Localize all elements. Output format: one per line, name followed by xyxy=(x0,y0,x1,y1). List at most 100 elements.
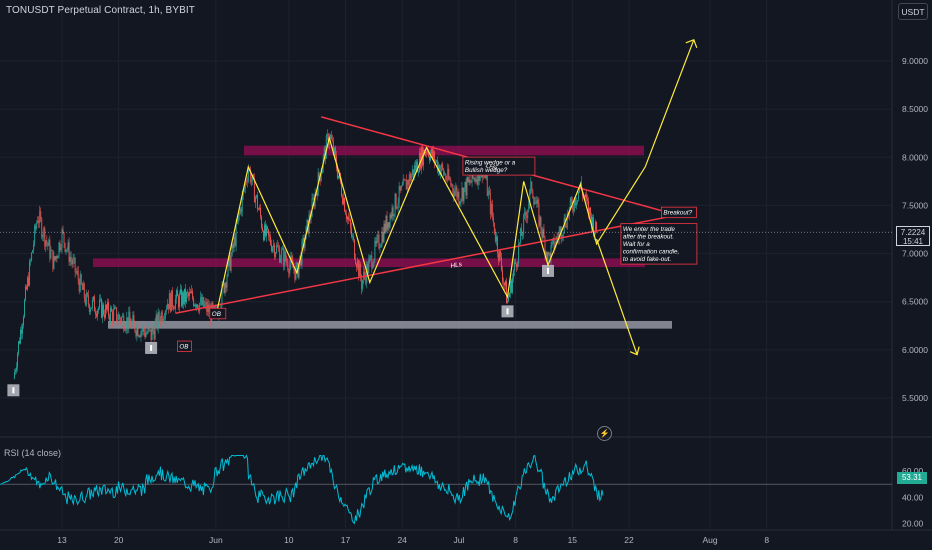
candle-body xyxy=(151,328,153,340)
candle-body xyxy=(475,179,477,182)
candle-body xyxy=(208,304,210,313)
candle-body xyxy=(268,229,269,236)
candle-body xyxy=(576,200,578,202)
candle-body xyxy=(534,202,536,205)
candle-body xyxy=(553,238,555,250)
candle-body xyxy=(386,215,388,230)
candle-body xyxy=(245,181,247,183)
candle-body xyxy=(519,242,521,245)
candle-body xyxy=(34,225,36,245)
candle-body xyxy=(88,304,90,312)
candle-body xyxy=(59,242,61,250)
candle-body xyxy=(63,232,65,243)
candle-body xyxy=(370,255,372,257)
candle-body xyxy=(474,177,476,182)
candle-body xyxy=(336,168,338,179)
candle-body xyxy=(549,252,551,261)
candle-body xyxy=(437,160,439,172)
candle-body xyxy=(316,192,318,196)
candle-body xyxy=(501,270,503,282)
candle-body xyxy=(105,304,106,318)
candle-body xyxy=(44,228,46,247)
candle-body xyxy=(521,228,523,236)
candle-body xyxy=(543,228,545,238)
candle-body xyxy=(82,283,84,290)
candle-body xyxy=(261,216,262,228)
candle-body xyxy=(167,303,169,310)
candle-body xyxy=(491,204,493,217)
candle-body xyxy=(377,234,379,238)
candle-body xyxy=(185,288,186,303)
candle-body xyxy=(318,172,320,178)
candle-body xyxy=(403,179,405,181)
candle-body xyxy=(43,228,45,237)
candle-body xyxy=(238,213,240,216)
candle-body xyxy=(477,166,479,185)
candle-body xyxy=(429,156,430,161)
candle-body xyxy=(13,372,15,379)
wedge-note-line: Bullish wedge? xyxy=(465,167,508,174)
candle-body xyxy=(376,237,378,244)
candle-body xyxy=(541,230,543,238)
candle-body xyxy=(250,180,252,183)
candle-body xyxy=(530,181,532,190)
candle-body xyxy=(410,174,412,181)
candle-body xyxy=(382,231,384,243)
candle-body xyxy=(384,223,386,233)
candle-body xyxy=(497,253,499,261)
candle-body xyxy=(488,190,490,193)
candle-body xyxy=(555,237,557,246)
candle-body xyxy=(117,319,119,322)
candle-body xyxy=(177,296,179,308)
candle-body xyxy=(575,201,577,206)
candle-body xyxy=(332,141,334,155)
hls-label: HLs xyxy=(450,261,463,270)
currency-button[interactable]: USDT xyxy=(898,3,928,20)
candle-body xyxy=(107,302,109,310)
candle-body xyxy=(186,292,187,303)
candle-body xyxy=(62,229,64,233)
candle-body xyxy=(129,311,131,322)
candle-body xyxy=(416,161,418,173)
candle-body xyxy=(445,174,447,179)
candle-body xyxy=(435,161,437,163)
candle-body xyxy=(524,212,526,216)
candle-body xyxy=(221,284,223,305)
candle-body xyxy=(181,289,182,306)
candle-body xyxy=(460,199,462,202)
candle-body xyxy=(331,139,333,142)
candle-body xyxy=(158,312,160,321)
candle-body xyxy=(354,239,356,259)
candle-body xyxy=(202,297,204,305)
candle-body xyxy=(550,245,552,261)
candle-body xyxy=(391,207,393,219)
candle-body xyxy=(111,308,113,312)
candle-body xyxy=(439,165,441,175)
candle-body xyxy=(540,216,542,231)
y-tick-label: 6.0000 xyxy=(902,345,928,355)
candle-body xyxy=(545,252,547,256)
candle-body xyxy=(169,293,171,312)
candle-body xyxy=(143,326,145,332)
candle-body xyxy=(174,298,176,309)
chart-title: TONUSDT Perpetual Contract, 1h, BYBIT xyxy=(6,5,195,16)
candle-body xyxy=(21,329,22,334)
candle-body xyxy=(283,247,285,266)
candle-body xyxy=(74,257,76,273)
candle-body xyxy=(265,224,266,237)
candle-body xyxy=(53,256,55,270)
swing-marker-bar xyxy=(150,344,153,351)
candle-body xyxy=(147,327,149,334)
candle-body xyxy=(176,290,178,297)
candle-body xyxy=(566,213,568,228)
candle-body xyxy=(559,227,561,232)
candle-body xyxy=(96,310,98,317)
candle-body xyxy=(42,236,44,238)
y-tick-label: 7.5000 xyxy=(902,200,928,210)
candle-body xyxy=(68,242,70,263)
lightning-icon[interactable]: ⚡ xyxy=(597,426,612,441)
wedge-note-line: Rising wedge or a xyxy=(465,160,516,167)
candle-body xyxy=(293,267,295,271)
candle-body xyxy=(103,304,104,315)
